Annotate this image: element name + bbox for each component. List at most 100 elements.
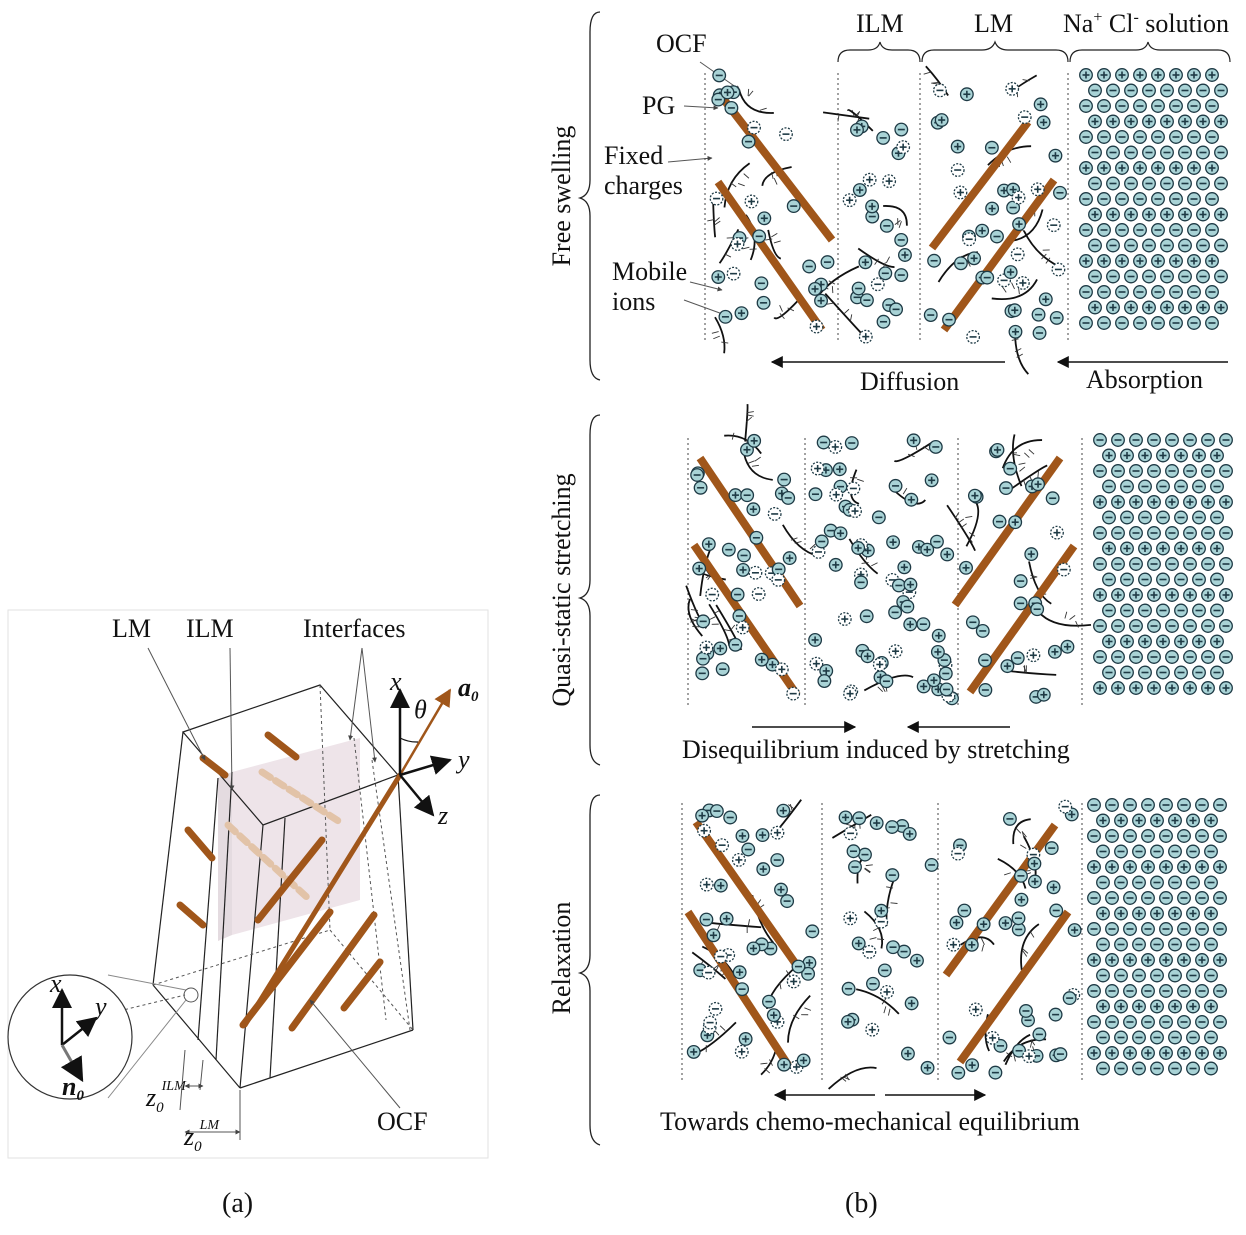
anion-ion <box>1169 130 1183 144</box>
cation-ion <box>1007 303 1022 318</box>
anion-ion <box>747 120 761 135</box>
anion-ion <box>1142 238 1156 253</box>
pg-branch <box>886 886 894 889</box>
pg-chain <box>863 910 884 949</box>
anion-ion <box>1150 875 1164 890</box>
inset-x-label: x <box>49 969 62 998</box>
pg-chain <box>828 1066 877 1090</box>
pg-chain <box>847 109 874 132</box>
pg-chain <box>863 674 914 692</box>
anion-ion <box>1087 984 1101 998</box>
anion-ion <box>1088 269 1102 284</box>
anion-ion <box>878 266 893 281</box>
anion-ion <box>816 435 831 450</box>
anion-ion <box>1114 844 1128 859</box>
pg-branch <box>923 71 931 75</box>
ilm-gel-side <box>218 772 232 941</box>
pg-chain <box>1012 434 1023 487</box>
pg-branch <box>1064 611 1068 619</box>
anion-ion <box>1044 841 1059 856</box>
cation-ion <box>843 686 858 701</box>
column-label-ilm: ILM <box>856 9 904 38</box>
pg-branch <box>742 246 750 250</box>
anion-ion <box>1013 574 1028 589</box>
anion-ion <box>1097 285 1111 299</box>
anion-ion <box>1178 269 1192 284</box>
cation-ion <box>920 542 935 557</box>
anion-ion <box>1213 1015 1227 1029</box>
anion-ion <box>767 506 782 521</box>
anion-ion <box>1210 479 1224 494</box>
anion-ion <box>1114 875 1128 890</box>
anion-ion <box>1201 650 1215 664</box>
anion-ion <box>1138 572 1152 587</box>
pg-chain <box>925 65 949 97</box>
anion-ion <box>1111 526 1125 540</box>
label-disequilibrium: Disequilibrium induced by stretching <box>682 735 1070 764</box>
anion-ion <box>933 83 947 98</box>
cation-ion <box>1046 880 1061 895</box>
cation-ion <box>1213 953 1227 967</box>
anion-ion <box>1079 223 1093 237</box>
axis-z-label: z <box>437 801 448 830</box>
anion-ion <box>1177 829 1191 843</box>
pg-branch <box>692 625 700 628</box>
schematic-row-3 <box>681 798 1227 1090</box>
cation-ion <box>808 632 823 647</box>
anion-ion <box>1192 665 1206 680</box>
anion-ion <box>1219 464 1233 478</box>
anion-ion <box>1111 619 1125 633</box>
anion-ion <box>923 308 938 323</box>
anion-ion <box>1147 650 1161 664</box>
cation-ion <box>1213 860 1227 874</box>
anion-ion <box>939 682 954 697</box>
cation-ion <box>765 657 780 672</box>
cation-ion <box>832 462 847 477</box>
pg-branch <box>1029 931 1035 938</box>
cation-ion <box>886 535 901 550</box>
cation-ion <box>809 656 824 671</box>
cation-ion <box>842 193 857 208</box>
pg-branch <box>737 183 745 187</box>
anion-ion <box>740 488 755 503</box>
anion-ion <box>1151 99 1165 113</box>
anion-ion <box>876 314 891 329</box>
anion-ion <box>1150 1061 1164 1076</box>
pg-chain <box>857 247 895 268</box>
anion-ion <box>1195 922 1209 936</box>
legend-fixed-2: charges <box>604 171 683 200</box>
pg-branch <box>746 416 753 423</box>
anion-ion <box>1097 223 1111 237</box>
anion-ion <box>894 122 909 137</box>
anion-ion <box>820 255 835 270</box>
anion-ion <box>1124 145 1138 160</box>
label-towards-equilibrium: Towards chemo-mechanical equilibrium <box>660 1107 1080 1136</box>
anion-ion <box>1141 829 1155 843</box>
pg-branch <box>967 536 973 543</box>
anion-ion <box>846 481 861 496</box>
cation-ion <box>872 657 887 672</box>
pg-branch <box>764 1068 771 1074</box>
anion-ion <box>1088 238 1102 253</box>
pg-branch <box>748 90 754 97</box>
anion-ion <box>754 276 769 291</box>
anion-ion <box>929 534 944 549</box>
anion-ion <box>866 976 880 991</box>
pg-chain <box>824 293 863 335</box>
anion-ion <box>1132 1061 1146 1076</box>
anion-ion <box>885 820 900 834</box>
anion-ion <box>1097 316 1111 330</box>
cation-ion <box>744 194 759 209</box>
anion-ion <box>879 218 894 233</box>
pg-branch <box>869 937 877 940</box>
anion-ion <box>1087 829 1101 843</box>
anion-ion <box>1111 433 1125 447</box>
cation-ion <box>1165 588 1179 602</box>
anion-ion <box>1120 665 1134 680</box>
ocf-fiber <box>966 543 1078 695</box>
cation-ion <box>1027 874 1042 889</box>
cation-ion <box>904 492 919 507</box>
anion-ion <box>732 609 747 623</box>
anion-ion <box>876 130 891 145</box>
anion-ion <box>1156 665 1170 680</box>
